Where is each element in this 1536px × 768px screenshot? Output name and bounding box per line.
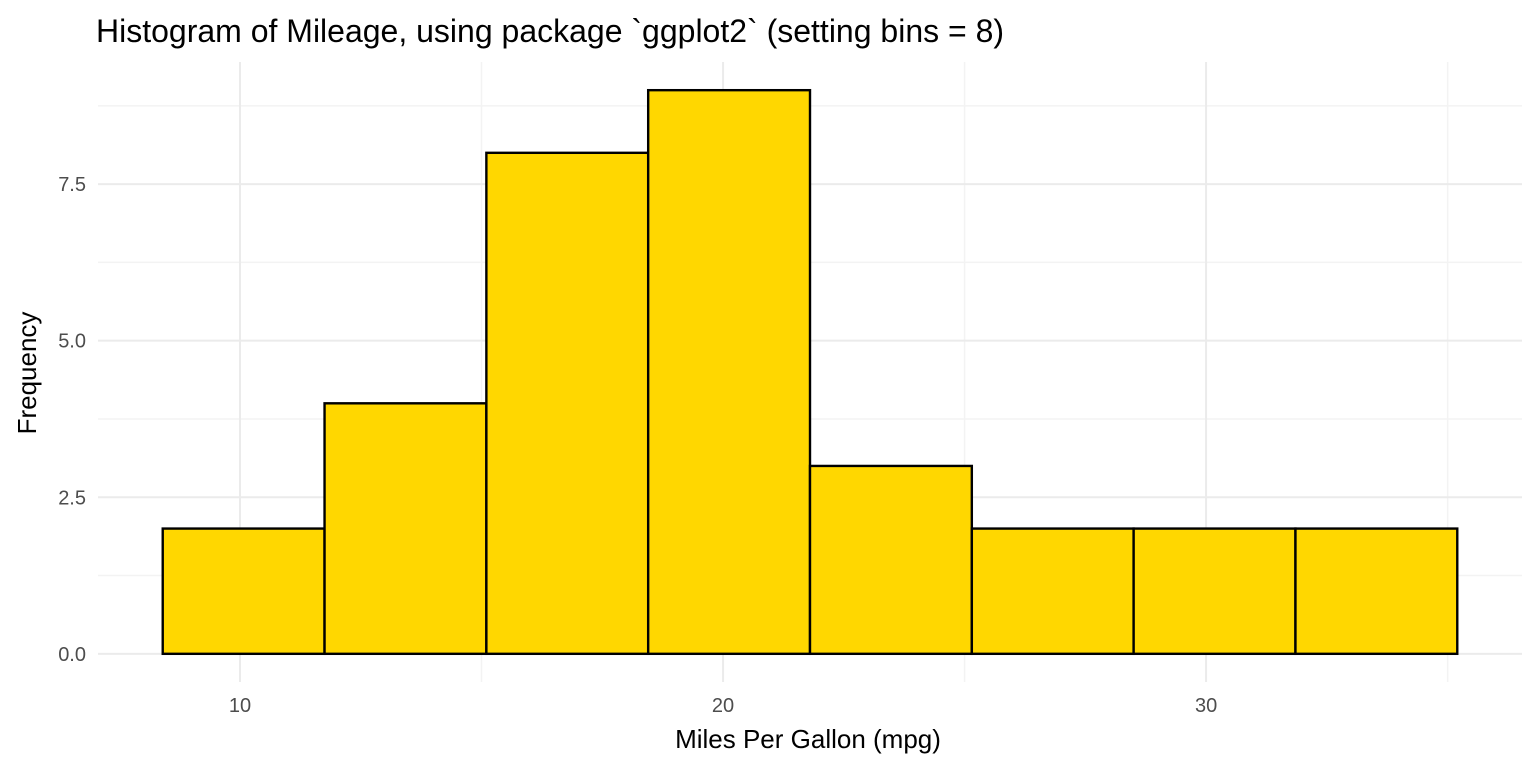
histogram-bar-4 xyxy=(808,464,974,656)
y-axis-title: Frequency xyxy=(12,312,42,435)
x-tick-label-1: 20 xyxy=(712,695,734,717)
histogram-bars xyxy=(161,88,1459,656)
y-tick-label-1: 2.5 xyxy=(58,487,86,509)
y-axis-tick-labels: 0.0 2.5 5.0 7.5 xyxy=(58,174,86,666)
histogram-bar-6 xyxy=(1132,527,1297,656)
x-tick-label-2: 30 xyxy=(1195,695,1217,717)
histogram-bar-7 xyxy=(1294,527,1459,656)
histogram-bar-2 xyxy=(485,151,650,656)
histogram-bar-1 xyxy=(323,402,488,656)
y-tick-label-2: 5.0 xyxy=(58,331,86,353)
histogram-bar-3 xyxy=(646,88,812,656)
chart-title: Histogram of Mileage, using package `ggp… xyxy=(96,13,1004,49)
y-tick-label-0: 0.0 xyxy=(58,644,86,666)
y-tick-label-3: 7.5 xyxy=(58,174,86,196)
histogram-bar-5 xyxy=(970,527,1135,656)
x-tick-label-0: 10 xyxy=(229,695,251,717)
x-axis-title: Miles Per Gallon (mpg) xyxy=(675,724,941,754)
x-axis-tick-labels: 10 20 30 xyxy=(229,695,1217,717)
histogram-bar-0 xyxy=(161,527,326,656)
